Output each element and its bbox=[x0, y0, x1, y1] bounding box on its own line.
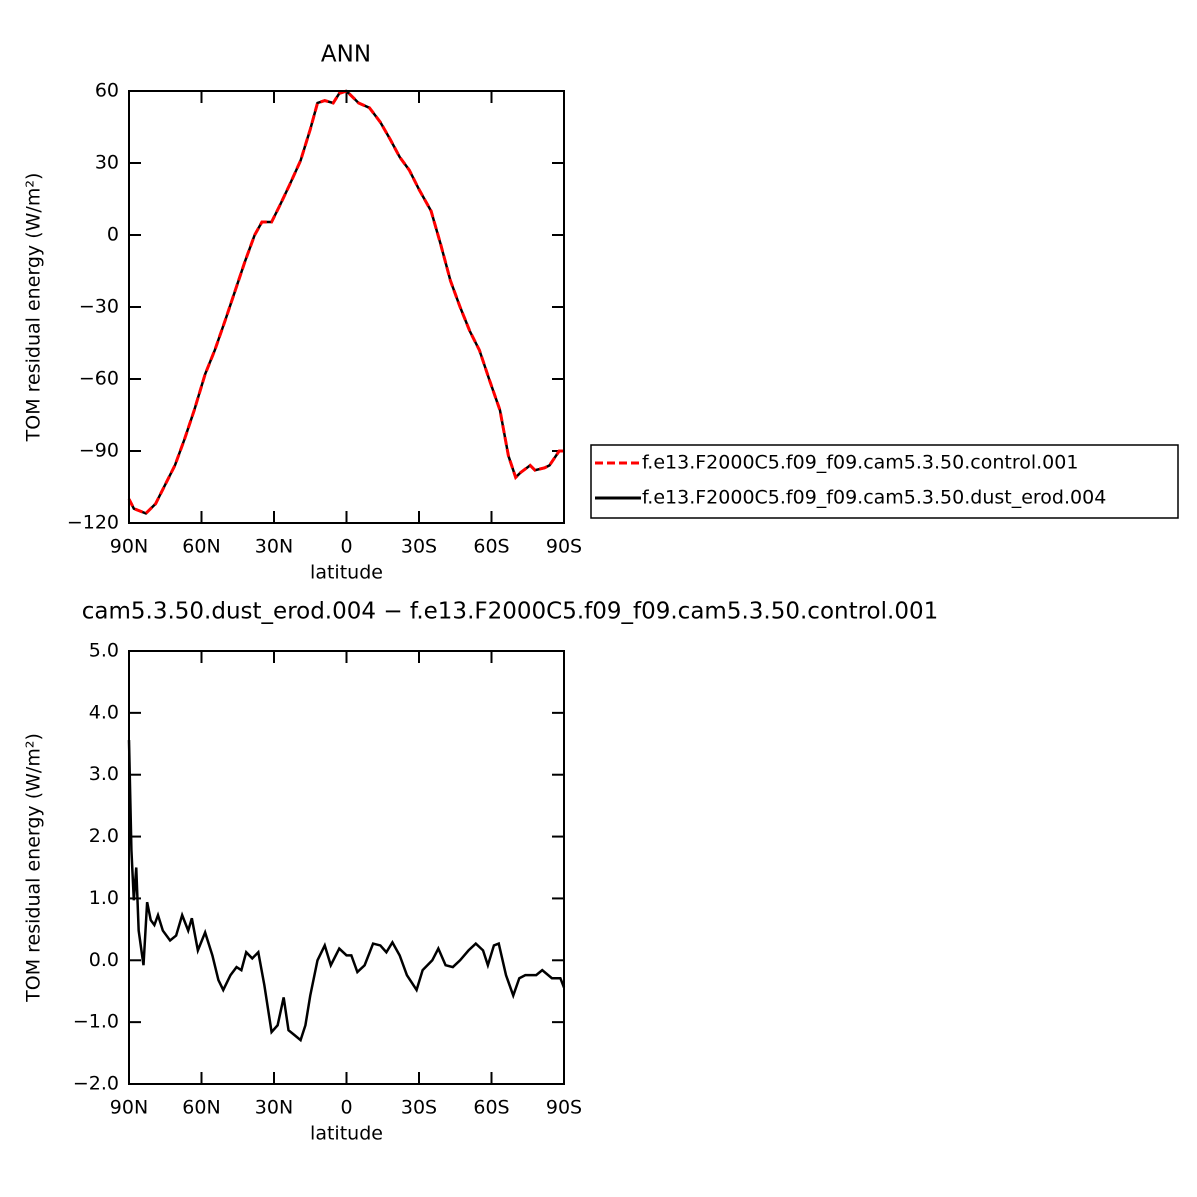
y-tick-label: −90 bbox=[79, 440, 119, 462]
legend-label: f.e13.F2000C5.f09_f09.cam5.3.50.dust_ero… bbox=[642, 487, 1106, 509]
y-tick-label: −120 bbox=[67, 512, 119, 534]
legend-label: f.e13.F2000C5.f09_f09.cam5.3.50.control.… bbox=[642, 452, 1078, 474]
x-axis-label: latitude bbox=[310, 562, 383, 584]
y-tick-label: 5.0 bbox=[89, 640, 119, 662]
y-tick-label: 1.0 bbox=[89, 887, 119, 909]
y-tick-label: 2.0 bbox=[89, 825, 119, 847]
y-tick-label: −1.0 bbox=[73, 1011, 119, 1033]
chart-title: cam5.3.50.dust_erod.004 − f.e13.F2000C5.… bbox=[82, 599, 938, 625]
x-axis-label: latitude bbox=[310, 1123, 383, 1145]
plot-frame bbox=[128, 650, 565, 1085]
y-tick-label: −30 bbox=[79, 296, 119, 318]
chart-title: ANN bbox=[321, 42, 371, 68]
x-tick-label: 60S bbox=[473, 536, 509, 558]
data-line bbox=[127, 89, 564, 516]
x-tick-label: 30N bbox=[255, 1097, 293, 1119]
x-tick-label: 60S bbox=[473, 1097, 509, 1119]
y-tick-label: 30 bbox=[95, 152, 119, 174]
legend-box bbox=[590, 444, 1179, 519]
x-tick-label: 30S bbox=[401, 536, 437, 558]
x-tick-label: 90S bbox=[546, 536, 582, 558]
x-tick-label: 90N bbox=[110, 1097, 148, 1119]
x-tick-label: 90S bbox=[546, 1097, 582, 1119]
x-tick-label: 0 bbox=[340, 1097, 352, 1119]
plot-frame bbox=[128, 90, 565, 524]
x-tick-label: 60N bbox=[182, 1097, 220, 1119]
x-tick-label: 30N bbox=[255, 536, 293, 558]
y-tick-label: 3.0 bbox=[89, 763, 119, 785]
y-tick-label: −2.0 bbox=[73, 1073, 119, 1095]
data-line bbox=[127, 89, 564, 515]
x-tick-label: 30S bbox=[401, 1097, 437, 1119]
y-tick-label: 0 bbox=[107, 224, 119, 246]
y-tick-label: 0.0 bbox=[89, 949, 119, 971]
data-line bbox=[127, 740, 566, 1043]
y-tick-label: −60 bbox=[79, 368, 119, 390]
y-axis-label: TOM residual energy (W/m²) bbox=[23, 733, 45, 1003]
x-tick-label: 90N bbox=[110, 536, 148, 558]
y-tick-label: 4.0 bbox=[89, 701, 119, 723]
y-axis-label: TOM residual energy (W/m²) bbox=[23, 173, 45, 443]
x-tick-label: 0 bbox=[340, 536, 352, 558]
x-tick-label: 60N bbox=[182, 536, 220, 558]
y-tick-label: 60 bbox=[95, 80, 119, 102]
